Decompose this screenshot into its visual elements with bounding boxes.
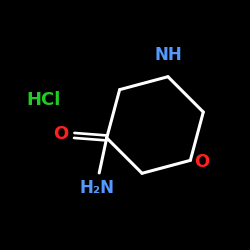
Text: HCl: HCl bbox=[26, 91, 61, 109]
Text: H₂N: H₂N bbox=[79, 179, 114, 197]
Text: O: O bbox=[53, 125, 68, 143]
Text: O: O bbox=[194, 152, 209, 170]
Text: NH: NH bbox=[154, 46, 182, 64]
